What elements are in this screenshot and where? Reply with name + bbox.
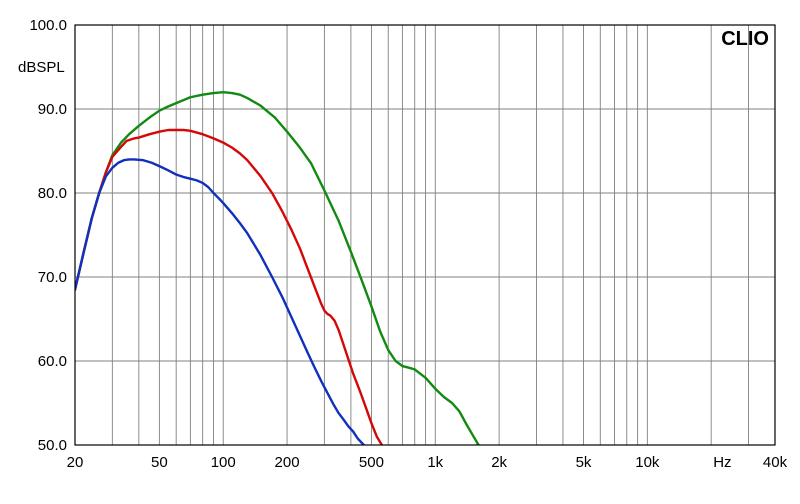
y-tick-label: 60.0 [38, 353, 67, 370]
x-tick-label: 2k [491, 454, 507, 471]
y-tick-label: 100.0 [29, 17, 67, 34]
x-tick-label: 5k [576, 454, 592, 471]
x-tick-label: 500 [359, 454, 384, 471]
x-tick-label: 200 [275, 454, 300, 471]
chart-svg: 50.0 60.0 70.0 80.0 90.0 100.0 dBSPL 20 50 100 200… [0, 0, 800, 504]
x-tick-label: 10k [635, 454, 660, 471]
x-tick-label: 20 [67, 454, 84, 471]
x-tick-label: 1k [427, 454, 443, 471]
y-tick-label: 90.0 [38, 101, 67, 118]
brand-label: CLIO [721, 28, 769, 50]
y-tick-label: 80.0 [38, 185, 67, 202]
x-tick-label: 100 [211, 454, 236, 471]
y-tick-label: 70.0 [38, 269, 67, 286]
y-axis-unit: dBSPL [18, 59, 65, 76]
y-tick-label: 50.0 [38, 437, 67, 454]
x-tick-label: 40k [763, 454, 788, 471]
x-tick-label: 50 [151, 454, 168, 471]
frequency-response-chart: 50.0 60.0 70.0 80.0 90.0 100.0 dBSPL 20 50 100 200… [0, 0, 800, 504]
x-axis-unit: Hz [713, 454, 731, 471]
